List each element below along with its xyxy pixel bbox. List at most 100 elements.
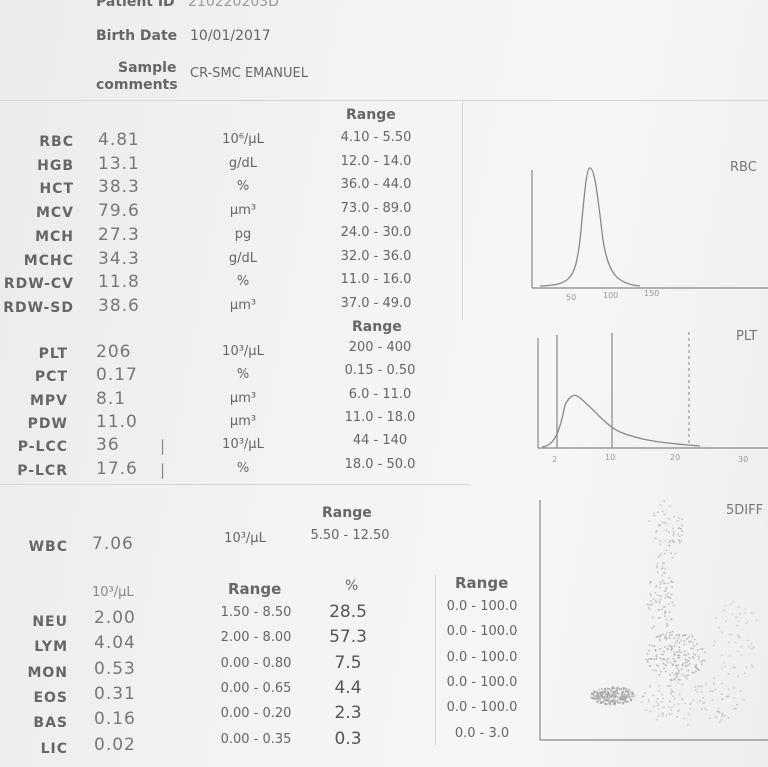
parameter-unit: µm³ bbox=[229, 413, 257, 429]
parameter-unit: µm³ bbox=[229, 203, 257, 219]
parameter-value: 38.6 bbox=[98, 295, 140, 316]
parameter-label: P-LCR bbox=[17, 462, 68, 479]
parameter-value: 38.3 bbox=[98, 177, 140, 198]
sample-label-2: comments bbox=[96, 77, 178, 93]
birth-date-value: 10/01/2017 bbox=[190, 28, 271, 44]
diff-range2-heading: Range bbox=[455, 574, 509, 592]
parameter-label: MCHC bbox=[23, 252, 74, 269]
parameter-range: 1.50 - 8.50 bbox=[220, 605, 292, 620]
rbc-tick-50: 50 bbox=[566, 293, 576, 302]
diff-column-divider bbox=[435, 575, 436, 745]
parameter-unit: % bbox=[236, 274, 250, 290]
parameter-range: 6.0 - 11.0 bbox=[348, 386, 412, 402]
parameter-label: MCH bbox=[35, 228, 74, 245]
5diff-scatter-plot bbox=[590, 500, 758, 726]
wbc-unit: 10³/µL bbox=[224, 531, 266, 546]
parameter-range: 11.0 - 16.0 bbox=[340, 272, 412, 288]
plt-tick-20: 20 bbox=[670, 453, 680, 462]
parameter-value: 0.17 bbox=[96, 365, 138, 386]
diff-pct-heading: % bbox=[345, 578, 359, 594]
rbc-tick-100: 100 bbox=[603, 291, 618, 300]
parameter-range: 12.0 - 14.0 bbox=[340, 153, 412, 169]
parameter-label: P-LCC bbox=[17, 439, 68, 456]
wbc-range: 5.50 - 12.50 bbox=[310, 528, 390, 543]
parameter-label: HGB bbox=[37, 157, 74, 174]
parameter-range: 18.0 - 50.0 bbox=[344, 456, 416, 472]
parameter-label: PDW bbox=[27, 415, 68, 432]
parameter-label: BAS bbox=[33, 715, 68, 732]
parameter-value: 8.1 bbox=[96, 388, 127, 409]
parameter-value: 4.81 bbox=[98, 130, 140, 150]
parameter-unit: % bbox=[236, 460, 250, 476]
parameter-range: 0.00 - 0.80 bbox=[220, 655, 292, 671]
birth-date-label: Birth Date bbox=[96, 28, 178, 44]
parameter-value: 2.00 bbox=[94, 608, 136, 628]
parameter-label: MPV bbox=[29, 392, 68, 409]
parameter-unit: µm³ bbox=[229, 390, 257, 406]
parameter-percent: 0.3 bbox=[334, 728, 362, 749]
parameter-value: 0.02 bbox=[94, 734, 136, 755]
diff-range-heading: Range bbox=[228, 580, 282, 598]
parameter-label: MCV bbox=[35, 205, 74, 222]
parameter-value: 0.16 bbox=[94, 709, 136, 730]
sample-label-1: Sample bbox=[118, 60, 177, 76]
wbc-label: WBC bbox=[28, 539, 68, 555]
parameter-percent: 4.4 bbox=[334, 677, 362, 698]
parameter-label: PCT bbox=[34, 369, 68, 386]
parameter-label: NEU bbox=[32, 614, 68, 630]
parameter-range: 0.00 - 0.65 bbox=[220, 680, 292, 696]
parameter-label: RDW-CV bbox=[3, 276, 74, 293]
parameter-range: 4.10 - 5.50 bbox=[340, 130, 412, 145]
parameter-range-percent: 0.0 - 100.0 bbox=[446, 674, 518, 690]
parameter-unit: % bbox=[236, 179, 250, 195]
parameter-unit: 10³/µL bbox=[222, 437, 264, 453]
parameter-label: EOS bbox=[33, 689, 68, 706]
plt-tick-10: 10 bbox=[605, 453, 615, 462]
rbc-tick-150: 150 bbox=[644, 289, 659, 298]
parameter-range: 0.15 - 0.50 bbox=[344, 363, 416, 379]
parameter-percent: 2.3 bbox=[334, 703, 362, 724]
patient-id-label: Patient ID bbox=[96, 0, 175, 10]
parameter-percent: 7.5 bbox=[334, 652, 362, 673]
parameter-label: LYM bbox=[34, 639, 68, 656]
parameter-value: 0.31 bbox=[94, 683, 136, 704]
parameter-value: 36 bbox=[96, 435, 120, 456]
parameter-range-percent: 0.0 - 3.0 bbox=[454, 725, 510, 741]
parameter-label: HCT bbox=[39, 181, 74, 198]
parameter-range: 200 - 400 bbox=[348, 340, 412, 355]
parameter-value: 13.1 bbox=[98, 153, 140, 174]
parameter-range: 44 - 140 bbox=[352, 433, 408, 449]
parameter-label: RBC bbox=[39, 134, 74, 150]
column-divider bbox=[462, 100, 463, 320]
parameter-range: 73.0 - 89.0 bbox=[340, 201, 412, 217]
parameter-unit: g/dL bbox=[228, 155, 258, 171]
abnormal-flag: | bbox=[160, 460, 166, 479]
parameter-range: 2.00 - 8.00 bbox=[220, 630, 292, 646]
rbc-graph-label: RBC bbox=[730, 160, 757, 175]
parameter-range-percent: 0.0 - 100.0 bbox=[446, 700, 518, 716]
parameter-range: 0.00 - 0.35 bbox=[220, 731, 292, 747]
sample-comments-value: CR-SMC EMANUEL bbox=[190, 66, 308, 81]
parameter-value: 11.0 bbox=[96, 411, 138, 432]
parameter-percent: 57.3 bbox=[329, 627, 367, 648]
parameter-label: LIC bbox=[40, 740, 68, 757]
parameter-label: RDW-SD bbox=[3, 299, 74, 316]
patient-id-value: 210220203D bbox=[188, 0, 279, 10]
rbc-range-heading: Range bbox=[346, 107, 396, 123]
parameter-unit: 10³/µL bbox=[222, 344, 264, 359]
wbc-value: 7.06 bbox=[92, 534, 134, 554]
plt-tick-30: 30 bbox=[738, 455, 748, 464]
separator-top bbox=[0, 100, 768, 101]
parameter-unit: g/dL bbox=[228, 250, 258, 266]
abnormal-flag: | bbox=[160, 437, 166, 456]
5diff-graph-label: 5DIFF bbox=[726, 503, 763, 518]
parameter-unit: % bbox=[236, 367, 250, 383]
parameter-value: 0.53 bbox=[94, 658, 136, 679]
parameter-range: 11.0 - 18.0 bbox=[344, 409, 416, 425]
parameter-value: 206 bbox=[96, 342, 132, 362]
parameter-range: 36.0 - 44.0 bbox=[340, 177, 412, 193]
parameter-value: 4.04 bbox=[94, 633, 136, 654]
parameter-unit: pg bbox=[234, 226, 252, 242]
parameter-range-percent: 0.0 - 100.0 bbox=[446, 649, 518, 665]
